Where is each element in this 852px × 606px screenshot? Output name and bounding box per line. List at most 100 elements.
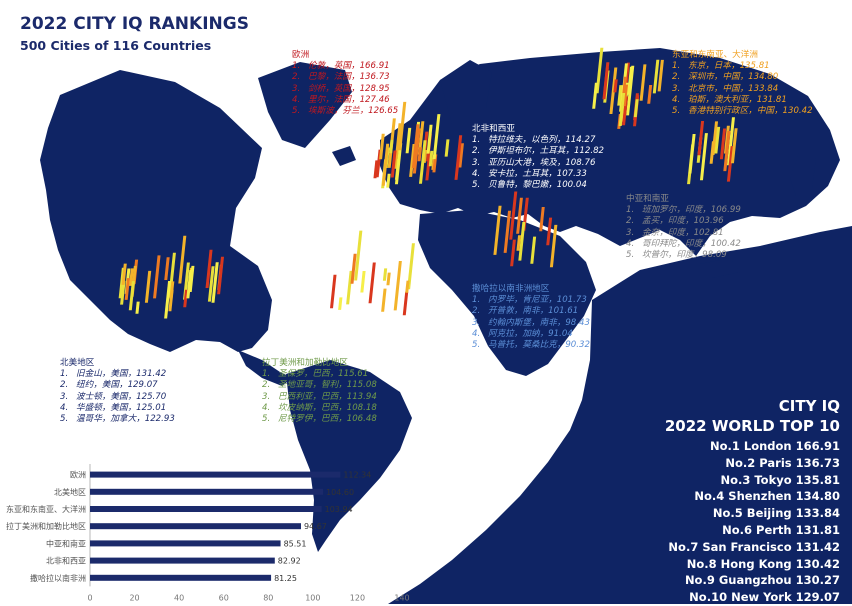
- region-item: 1. 圣保罗，巴西，115.61: [262, 369, 369, 380]
- city-spike: [688, 134, 696, 174]
- region-panel-latin-america: 拉丁美洲和加勒比地区 1. 圣保罗，巴西，115.61 2. 圣地亚哥，智利，115…: [262, 358, 377, 425]
- region-item: 1. 特拉维夫，以色列，114.27: [472, 135, 596, 146]
- top10-subtitle: 2022 WORLD TOP 10: [664, 417, 840, 435]
- region-item: 5. 温哥华，加拿大，122.93: [60, 414, 175, 425]
- city-spike: [405, 280, 410, 293]
- eurasia-landmass: [380, 48, 840, 256]
- region-item: 3. 金奈，印度，102.81: [626, 227, 724, 238]
- city-spike: [617, 85, 623, 106]
- city-spike: [444, 139, 450, 157]
- region-item: 3. 亚历山大港，埃及，108.76: [472, 157, 596, 168]
- city-spike: [205, 249, 213, 288]
- city-spike: [509, 191, 518, 240]
- top10-row: No.3 Tokyo 135.81: [720, 472, 840, 487]
- region-item: 3. 巴西利亚，巴西，113.94: [262, 391, 377, 402]
- city-spike: [338, 297, 343, 310]
- city-spike: [626, 65, 635, 116]
- top10-row: No.7 San Francisco 131.42: [668, 539, 840, 554]
- x-tick-label: 80: [263, 593, 273, 602]
- region-item: 1. 旧金山，美国，131.42: [60, 369, 167, 380]
- top10-row: No.2 Paris 136.73: [725, 455, 840, 470]
- city-spike: [609, 67, 618, 114]
- city-spike: [153, 255, 161, 299]
- city-spike: [592, 82, 598, 109]
- x-tick-label: 0: [87, 593, 92, 602]
- city-spike: [350, 253, 357, 284]
- city-spike: [386, 272, 391, 286]
- region-item: 2. 纽约，美国，129.07: [60, 380, 158, 391]
- region-item: 2. 孟买，印度，103.96: [626, 216, 724, 227]
- city-spike: [697, 121, 705, 156]
- region-item: 2. 巴黎，法国，136.73: [292, 72, 390, 83]
- city-spike: [393, 261, 402, 311]
- bar-value-label: 85.51: [284, 539, 307, 548]
- top10-row: No.5 Beijing 133.84: [712, 506, 840, 521]
- bar: [90, 506, 322, 512]
- city-spike: [417, 121, 425, 155]
- region-name: 北美地区: [60, 358, 95, 368]
- bar: [90, 557, 275, 564]
- region-item: 4. 安卡拉，土耳其，107.33: [472, 168, 587, 179]
- x-tick-label: 40: [174, 593, 184, 602]
- bar-value-label: 81.25: [274, 574, 297, 583]
- x-tick-label: 100: [305, 593, 320, 602]
- city-spike: [402, 291, 409, 316]
- category-label: 欧洲: [70, 470, 86, 480]
- bar-value-label: 104.60: [326, 488, 354, 497]
- city-spike: [493, 205, 502, 255]
- city-spike: [647, 85, 653, 104]
- city-spike: [714, 126, 721, 154]
- region-item: 4. 阿克拉，加纳，91.04: [472, 328, 573, 339]
- top10-title: CITY IQ: [778, 397, 840, 415]
- city-spike: [618, 93, 626, 126]
- greenland-landmass: [258, 62, 352, 148]
- city-spike: [719, 128, 727, 160]
- city-spike: [389, 139, 394, 154]
- region-name: 拉丁美洲和加勒比地区: [262, 358, 348, 368]
- city-spike: [207, 266, 215, 302]
- region-item: 5. 香港特别行政区，中国，130.42: [672, 106, 813, 117]
- region-panel-sub-saharan-africa: 撒哈拉以南非洲地区 1. 内罗毕，肯尼亚，101.73 2. 开普敦，南非，101.…: [472, 284, 590, 351]
- top10-row: No.8 Hong Kong 130.42: [686, 556, 840, 571]
- region-item: 3. 剑桥，英国，128.95: [292, 83, 390, 94]
- bar: [90, 540, 281, 547]
- city-spike: [432, 114, 441, 160]
- city-spike: [381, 288, 387, 312]
- bar: [90, 523, 301, 530]
- region-item: 5. 坎普尔，印度，98.09: [626, 250, 727, 261]
- bar: [90, 488, 324, 495]
- region-panel-central-south-asia: 中亚和南亚 1. 班加罗尔，印度，106.99 2. 孟买，印度，103.96 3.…: [626, 194, 741, 261]
- city-spike: [186, 270, 193, 299]
- top10-row: No.10 New York 129.07: [689, 590, 840, 605]
- region-item: 3. 北京市，中国，133.84: [672, 83, 779, 94]
- city-spike: [516, 197, 523, 234]
- region-item: 2. 伊斯坦布尔，土耳其，112.82: [472, 146, 605, 157]
- region-item: 5. 贝鲁特，黎巴嫩，100.04: [472, 180, 587, 191]
- city-spike: [135, 301, 140, 314]
- japan-landmass: [790, 150, 816, 196]
- region-item: 4. 哥印拜陀，印度，100.42: [626, 238, 741, 249]
- oceania-landmass: [388, 226, 852, 604]
- south-america-landmass: [286, 360, 412, 552]
- city-spike: [164, 281, 172, 319]
- bar: [90, 574, 272, 581]
- city-spike: [699, 133, 708, 181]
- region-item: 2. 开普敦，南非，101.61: [472, 306, 579, 317]
- city-spike: [211, 262, 219, 303]
- city-spike: [164, 257, 170, 281]
- city-spike: [120, 280, 126, 305]
- category-label: 北美地区: [54, 487, 86, 497]
- region-name: 欧洲: [292, 50, 310, 60]
- city-spike: [426, 124, 433, 154]
- city-spike: [613, 79, 618, 93]
- city-spike: [595, 47, 604, 94]
- top10-row: No.6 Perth 131.81: [722, 522, 840, 537]
- island-landmass: [332, 146, 356, 166]
- city-spike: [418, 140, 427, 184]
- city-spike: [178, 235, 187, 284]
- city-spike: [128, 281, 135, 311]
- region-item: 3. 约翰内斯堡，南非，98.43: [472, 317, 590, 328]
- region-panel-europe: 欧洲 1. 伦敦，英国，166.91 2. 巴黎，法国，136.73 3. 剑桥，英国…: [292, 50, 398, 117]
- city-spike: [386, 173, 391, 188]
